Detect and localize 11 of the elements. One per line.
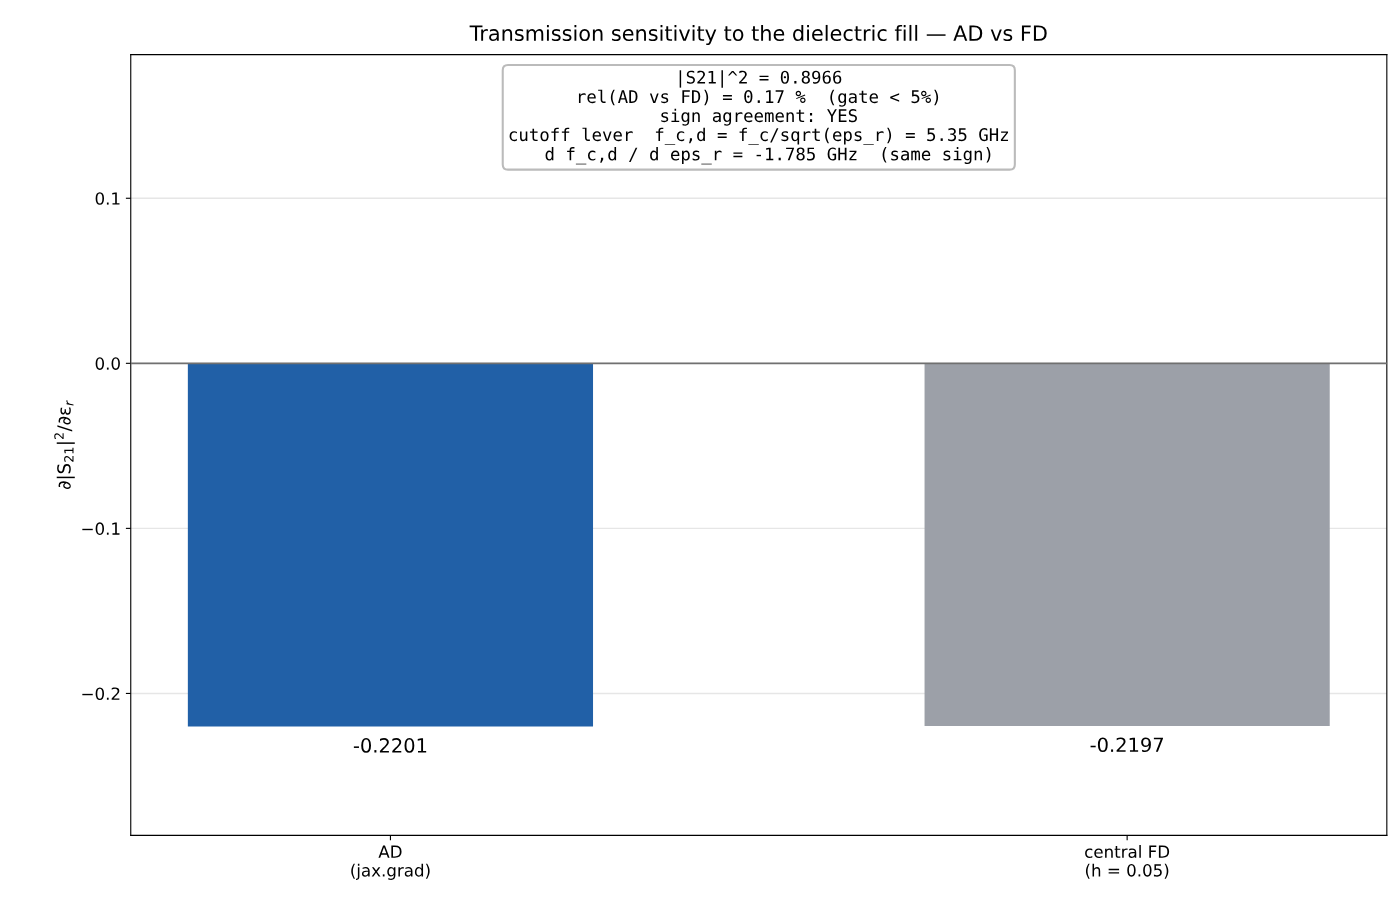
chart-title: Transmission sensitivity to the dielectric fill — AD vs FD xyxy=(469,24,1047,46)
y-tick-label: 0.1 xyxy=(95,192,120,205)
data-label: -0.2201 xyxy=(353,738,427,753)
annotation: |S21|^2 = 0.8966 rel(AD vs FD) = 0.17 % (gate < 5%) sign agreement: YES cutoff lever f_c,d = f_c/sqrt(eps_r) = 5.35 GHz d f_c,d / d eps_r = -1.785 GHz (same sign) xyxy=(509,70,1009,165)
y-axis-title: ∂|S$_{21}$|$^{2}$/∂ε$_{r}$ xyxy=(54,400,75,489)
data-label: -0.2197 xyxy=(1090,737,1164,753)
x-tick-label: AD (jax.grad) xyxy=(351,845,430,880)
y-tick-label: −0.1 xyxy=(82,522,120,535)
y-tick-label: 0.0 xyxy=(95,357,120,370)
x-tick-label: central FD (h = 0.05) xyxy=(1085,845,1170,879)
y-tick-label: −0.2 xyxy=(82,687,120,701)
